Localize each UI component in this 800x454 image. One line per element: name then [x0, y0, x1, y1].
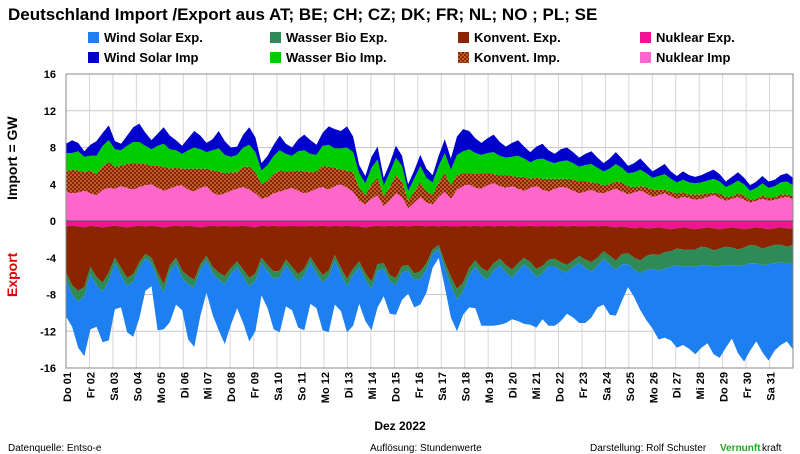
legend-swatch-nuklear-exp [640, 32, 651, 43]
x-tick-labels: Do 01 Fr 02 Sa 03 So 04 Mo 05 Di 06 Mi 07 Do 08… [62, 371, 778, 403]
import-areas [66, 123, 793, 221]
x-tick-label: Mo 12 [320, 372, 332, 403]
x-tick-label: So 25 [625, 372, 637, 401]
export-areas [66, 221, 793, 362]
chart-title: Deutschland Import /Export aus AT; BE; C… [8, 5, 597, 24]
x-tick-label: Do 15 [390, 372, 402, 402]
x-tick-label: Mo 05 [156, 372, 168, 403]
legend-swatch-wind-solar-exp [88, 32, 99, 43]
footer-source: Datenquelle: Entso-e [8, 443, 102, 454]
footer-brand-green: Vernunft [720, 443, 761, 454]
x-tick-label: Sa 24 [601, 371, 613, 401]
x-tick-label: Sa 10 [273, 372, 285, 401]
x-tick-label: Mi 07 [203, 372, 215, 400]
legend-label-nuklear-exp: Nuklear Exp. [656, 30, 735, 45]
x-tick-label: Do 22 [555, 372, 567, 402]
y-tick-label: 16 [44, 69, 56, 81]
x-tick-label: Di 13 [343, 372, 355, 398]
x-tick-label: Mo 26 [648, 372, 660, 403]
x-tick-label: Mi 14 [367, 371, 379, 399]
y-tick-label: 8 [50, 143, 56, 155]
legend-swatch-wasser-bio-imp [270, 52, 281, 63]
legend-swatch-konvent-exp [458, 32, 469, 43]
x-axis-label: Dez 2022 [374, 419, 426, 433]
y-tick-label: 0 [50, 216, 56, 228]
x-tick-label: Fr 16 [414, 372, 426, 398]
x-tick-label: Fr 09 [250, 372, 262, 398]
x-tick-label: Di 20 [508, 372, 520, 398]
legend-swatch-wind-solar-imp [88, 52, 99, 63]
x-tick-label: Mi 28 [695, 372, 707, 400]
y-tick-label: 12 [44, 106, 56, 118]
x-tick-label: Sa 03 [109, 372, 121, 401]
footer-brand-rest: kraft [762, 443, 782, 454]
area-wind-solar-imp [66, 123, 793, 191]
plot-frame [65, 73, 794, 369]
x-tick-label: Fr 30 [742, 372, 754, 398]
y-tick-label: -4 [46, 253, 57, 265]
area-wasser-bio-imp [66, 140, 793, 201]
area-nuklear-exp [66, 221, 793, 230]
area-wasser-bio-exp [66, 244, 793, 302]
legend-label-wasser-bio-imp: Wasser Bio Imp. [286, 50, 387, 65]
y-tick-label: -12 [40, 326, 56, 338]
legend-swatch-konvent-imp [458, 52, 469, 63]
y-tick-label: -16 [40, 363, 56, 375]
legend-label-wind-solar-exp: Wind Solar Exp. [104, 30, 203, 45]
x-tick-label: Do 01 [62, 372, 74, 402]
legend-label-wind-solar-imp: Wind Solar Imp [104, 50, 199, 65]
y-axis-export-label: Export [4, 252, 20, 297]
x-tick-label: Mi 21 [531, 372, 543, 400]
area-nuklear-imp [66, 183, 793, 221]
x-tick-label: Sa 31 [766, 372, 778, 401]
x-tick-label: Di 06 [179, 372, 191, 398]
legend: Wind Solar Exp. Wasser Bio Exp. Konvent. E… [88, 30, 735, 65]
x-tick-label: Fr 02 [86, 372, 98, 398]
legend-swatch-wasser-bio-exp [270, 32, 281, 43]
y-tick-labels: 16 12 8 4 0 -4 -8 -12 -16 [40, 69, 57, 375]
legend-label-konvent-exp: Konvent. Exp. [474, 30, 561, 45]
footer-author: Darstellung: Rolf Schuster [590, 443, 707, 454]
legend-swatch-nuklear-imp [640, 52, 651, 63]
x-tick-label: Sa 17 [437, 372, 449, 401]
x-tick-label: Do 08 [226, 372, 238, 402]
x-tick-label: So 04 [132, 371, 144, 401]
area-wind-solar-exp [66, 248, 793, 362]
area-konvent-exp [66, 225, 793, 291]
y-tick-label: 4 [50, 179, 57, 191]
x-tick-label: Do 29 [719, 372, 731, 402]
y-axis-import-label: Import = GW [4, 116, 20, 200]
y-tick-label: -8 [46, 290, 56, 302]
footer-resolution: Auflösung: Stundenwerte [370, 443, 482, 454]
legend-label-nuklear-imp: Nuklear Imp [656, 50, 730, 65]
x-tick-label: Mo 19 [484, 372, 496, 403]
x-tick-label: Di 27 [672, 372, 684, 398]
x-tick-label: So 18 [461, 372, 473, 401]
x-tick-label: Fr 23 [578, 372, 590, 398]
area-konvent-imp [66, 162, 793, 209]
legend-label-konvent-imp: Konvent. Imp. [474, 50, 560, 65]
legend-label-wasser-bio-exp: Wasser Bio Exp. [286, 30, 387, 45]
x-tick-label: So 11 [297, 372, 309, 401]
